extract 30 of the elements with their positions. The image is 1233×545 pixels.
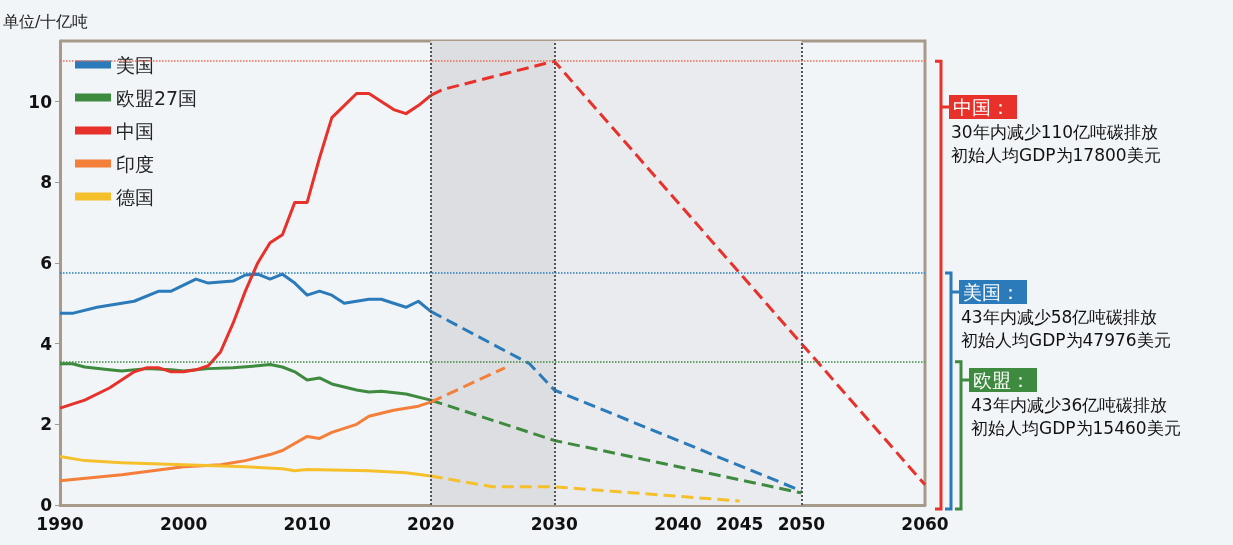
x-tick-label: 2045 xyxy=(715,513,764,534)
y-tick-label: 8 xyxy=(40,172,52,193)
text: 初始人均GDP为15460美元 xyxy=(971,417,1181,438)
x-tick-label: 2000 xyxy=(159,513,208,534)
y-axis-title: 单位/十亿吨 xyxy=(3,11,89,31)
legend-label: 中国 xyxy=(116,119,154,142)
x-tick-label: 2020 xyxy=(407,513,455,534)
text: 43年内减少58亿吨碳排放 xyxy=(961,306,1158,327)
legend-label: 美国 xyxy=(116,53,154,76)
legend-label: 德国 xyxy=(116,185,154,208)
text: 30年内减少110亿吨碳排放 xyxy=(951,121,1159,142)
text: 美国： xyxy=(963,280,1020,303)
text: 初始人均GDP为17800美元 xyxy=(951,144,1161,165)
y-tick-label: 4 xyxy=(40,333,53,354)
x-tick-label: 2040 xyxy=(654,513,702,534)
text: 初始人均GDP为47976美元 xyxy=(961,329,1171,350)
x-tick-label: 2050 xyxy=(777,513,826,534)
x-tick-label: 2010 xyxy=(283,513,331,534)
x-tick-label: 1990 xyxy=(36,513,84,534)
text: 43年内减少36亿吨碳排放 xyxy=(971,394,1168,415)
y-tick-label: 10 xyxy=(28,91,53,112)
legend-label: 欧盟27国 xyxy=(116,86,198,109)
y-tick-label: 2 xyxy=(40,414,52,435)
text: 中国： xyxy=(953,95,1010,118)
y-tick-label: 6 xyxy=(40,252,52,273)
text: 欧盟： xyxy=(973,368,1030,391)
legend-label: 印度 xyxy=(116,152,154,175)
x-tick-label: 2030 xyxy=(530,513,579,534)
y-tick-label: 0 xyxy=(40,495,53,515)
x-tick-label: 2060 xyxy=(901,513,949,534)
